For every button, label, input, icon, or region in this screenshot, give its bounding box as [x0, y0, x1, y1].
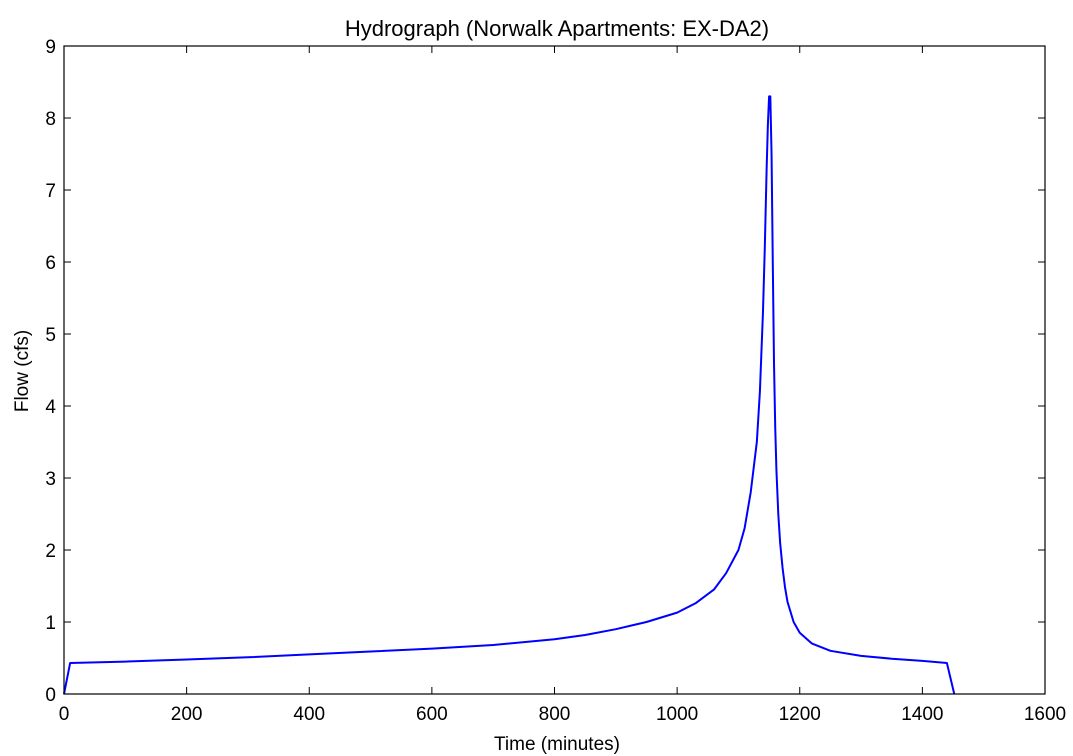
series-layer — [63, 95, 956, 695]
y-axis-label: Flow (cfs) — [12, 330, 33, 412]
flow-series-line — [63, 95, 956, 695]
y-tick-label: 0 — [45, 685, 56, 706]
plot-frame — [63, 45, 1046, 695]
x-tick-label: 600 — [416, 704, 448, 725]
y-axis-ticks: 0 1 2 3 4 5 6 7 8 9 — [45, 37, 1045, 706]
y-tick-label: 2 — [45, 541, 56, 562]
x-axis-ticks: 0 200 400 600 800 1000 1200 1400 1600 — [59, 46, 1066, 725]
y-tick-label: 9 — [45, 37, 56, 58]
x-tick-label: 0 — [59, 704, 70, 725]
x-axis-label: Time (minutes) — [494, 734, 620, 755]
y-tick-label: 4 — [45, 397, 56, 418]
x-tick-label: 1600 — [1024, 704, 1066, 725]
y-tick-label: 6 — [45, 253, 56, 274]
x-tick-label: 400 — [293, 704, 325, 725]
y-tick-label: 7 — [45, 181, 56, 202]
y-tick-label: 1 — [45, 613, 56, 634]
x-tick-label: 1400 — [901, 704, 943, 725]
chart-title: Hydrograph (Norwalk Apartments: EX-DA2) — [345, 16, 769, 41]
y-tick-label: 5 — [45, 325, 56, 346]
x-tick-label: 1000 — [656, 704, 698, 725]
y-tick-label: 8 — [45, 109, 56, 130]
x-tick-label: 800 — [539, 704, 571, 725]
y-tick-label: 3 — [45, 469, 56, 490]
x-tick-label: 200 — [171, 704, 203, 725]
x-tick-label: 1200 — [779, 704, 821, 725]
